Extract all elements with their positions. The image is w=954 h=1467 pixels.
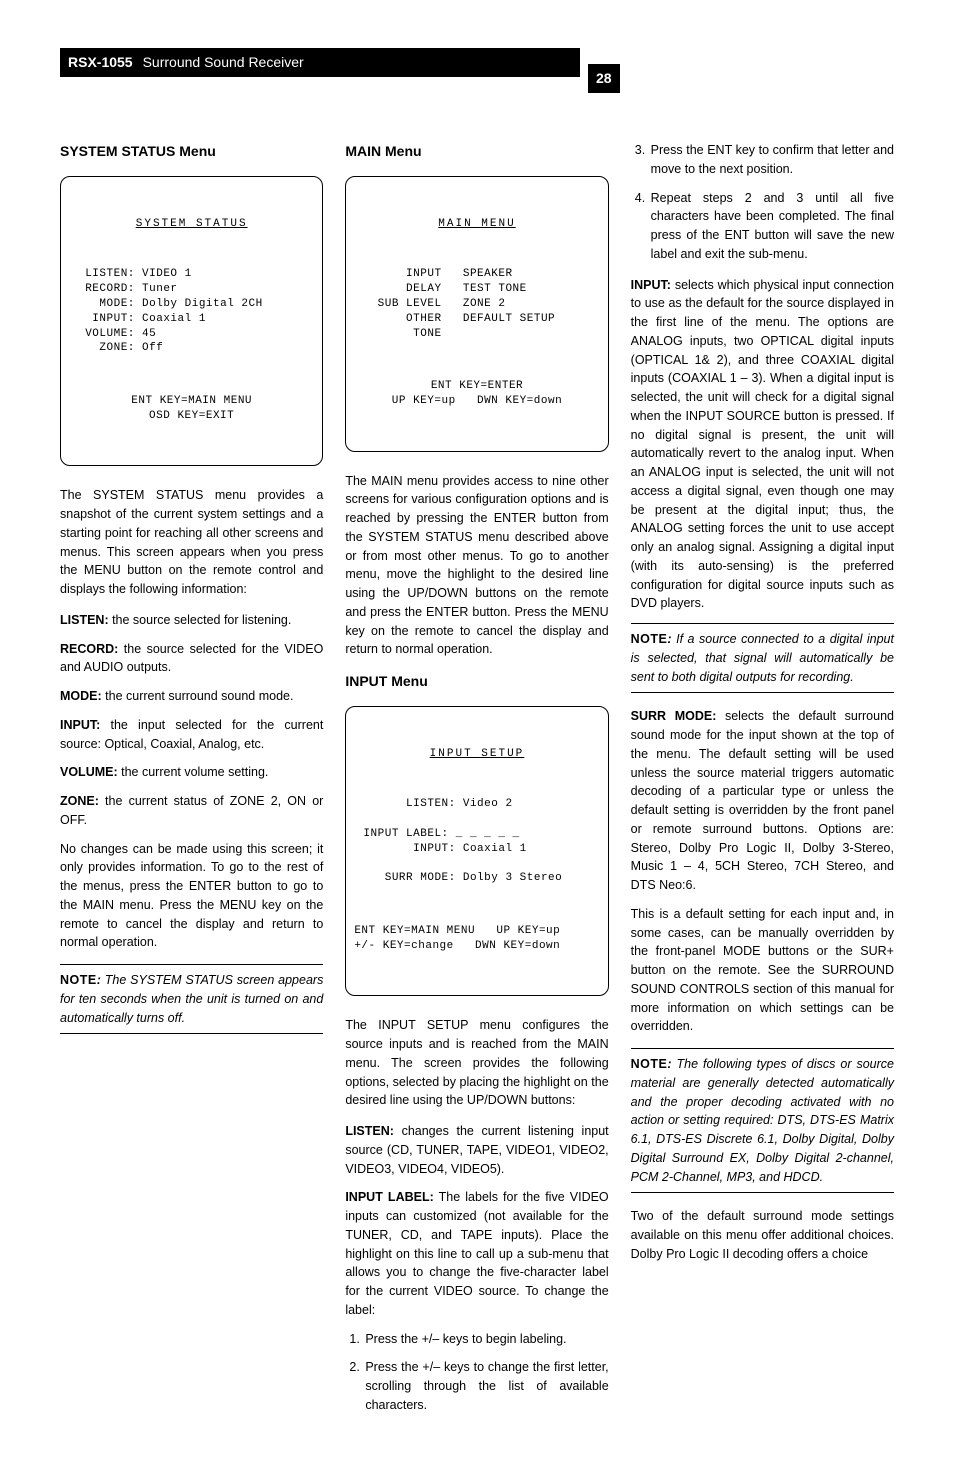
input-setup-osd: INPUT SETUP LISTEN: Video 2 INPUT LABEL:… <box>345 706 608 996</box>
column-3: Press the ENT key to confirm that letter… <box>631 141 894 1427</box>
content-columns: SYSTEM STATUS Menu SYSTEM STATUS LISTEN:… <box>60 141 894 1427</box>
main-menu-osd: MAIN MENU INPUT SPEAKER DELAY TEST TONE … <box>345 176 608 452</box>
def-record: RECORD: the source selected for the VIDE… <box>60 640 323 678</box>
def-listen: LISTEN: the source selected for listenin… <box>60 611 323 630</box>
osd-title: SYSTEM STATUS <box>67 217 316 232</box>
column-2: MAIN Menu MAIN MENU INPUT SPEAKER DELAY … <box>345 141 608 1427</box>
def-mode: MODE: the current surround sound mode. <box>60 687 323 706</box>
note-digital-input: NOTE: If a source connected to a digital… <box>631 623 894 693</box>
def-input: INPUT: the input selected for the curren… <box>60 716 323 754</box>
column-1: SYSTEM STATUS Menu SYSTEM STATUS LISTEN:… <box>60 141 323 1427</box>
def-input-connection: INPUT: selects which physical input conn… <box>631 276 894 614</box>
main-menu-heading: MAIN Menu <box>345 141 608 162</box>
def-zone: ZONE: the current status of ZONE 2, ON o… <box>60 792 323 830</box>
osd-body: INPUT SPEAKER DELAY TEST TONE SUB LEVEL … <box>352 267 601 341</box>
no-changes-text: No changes can be made using this screen… <box>60 840 323 953</box>
osd-footer: ENT KEY=MAIN MENU OSD KEY=EXIT <box>67 394 316 424</box>
osd-footer: ENT KEY=ENTER UP KEY=up DWN KEY=down <box>352 379 601 409</box>
input-menu-heading: INPUT Menu <box>345 671 608 692</box>
def-listen-input: LISTEN: changes the current listening in… <box>345 1122 608 1178</box>
model-number: RSX-1055 <box>68 52 133 73</box>
osd-footer: ENT KEY=MAIN MENU UP KEY=up +/- KEY=chan… <box>352 924 601 954</box>
system-status-osd: SYSTEM STATUS LISTEN: VIDEO 1 RECORD: Tu… <box>60 176 323 466</box>
note-auto-detect: NOTE: The following types of discs or so… <box>631 1048 894 1193</box>
step-4: Repeat steps 2 and 3 until all five char… <box>649 189 894 264</box>
osd-body: LISTEN: Video 2 INPUT LABEL: _ _ _ _ _ I… <box>352 797 601 886</box>
step-3: Press the ENT key to confirm that letter… <box>649 141 894 179</box>
note-system-status: NOTE: The SYSTEM STATUS screen appears f… <box>60 964 323 1034</box>
osd-body: LISTEN: VIDEO 1 RECORD: Tuner MODE: Dolb… <box>67 267 316 356</box>
default-setting-text: This is a default setting for each input… <box>631 905 894 1036</box>
step-1: Press the +/– keys to begin labeling. <box>363 1330 608 1349</box>
def-input-label: INPUT LABEL: The labels for the five VID… <box>345 1188 608 1319</box>
two-default-text: Two of the default surround mode setting… <box>631 1207 894 1263</box>
osd-title: MAIN MENU <box>352 217 601 232</box>
page-header: RSX-1055 Surround Sound Receiver 28 <box>60 48 894 109</box>
header-bar: RSX-1055 Surround Sound Receiver <box>60 48 580 77</box>
step-2: Press the +/– keys to change the first l… <box>363 1358 608 1414</box>
product-name: Surround Sound Receiver <box>143 52 304 73</box>
main-menu-text: The MAIN menu provides access to nine ot… <box>345 472 608 660</box>
system-status-intro: The SYSTEM STATUS menu provides a snapsh… <box>60 486 323 599</box>
def-surr-mode: SURR MODE: selects the default surround … <box>631 707 894 895</box>
label-steps-12: Press the +/– keys to begin labeling. Pr… <box>345 1330 608 1415</box>
osd-title: INPUT SETUP <box>352 747 601 762</box>
system-status-heading: SYSTEM STATUS Menu <box>60 141 323 162</box>
label-steps-34: Press the ENT key to confirm that letter… <box>631 141 894 264</box>
def-volume: VOLUME: the current volume setting. <box>60 763 323 782</box>
page-number: 28 <box>588 64 620 93</box>
input-setup-intro: The INPUT SETUP menu configures the sour… <box>345 1016 608 1110</box>
